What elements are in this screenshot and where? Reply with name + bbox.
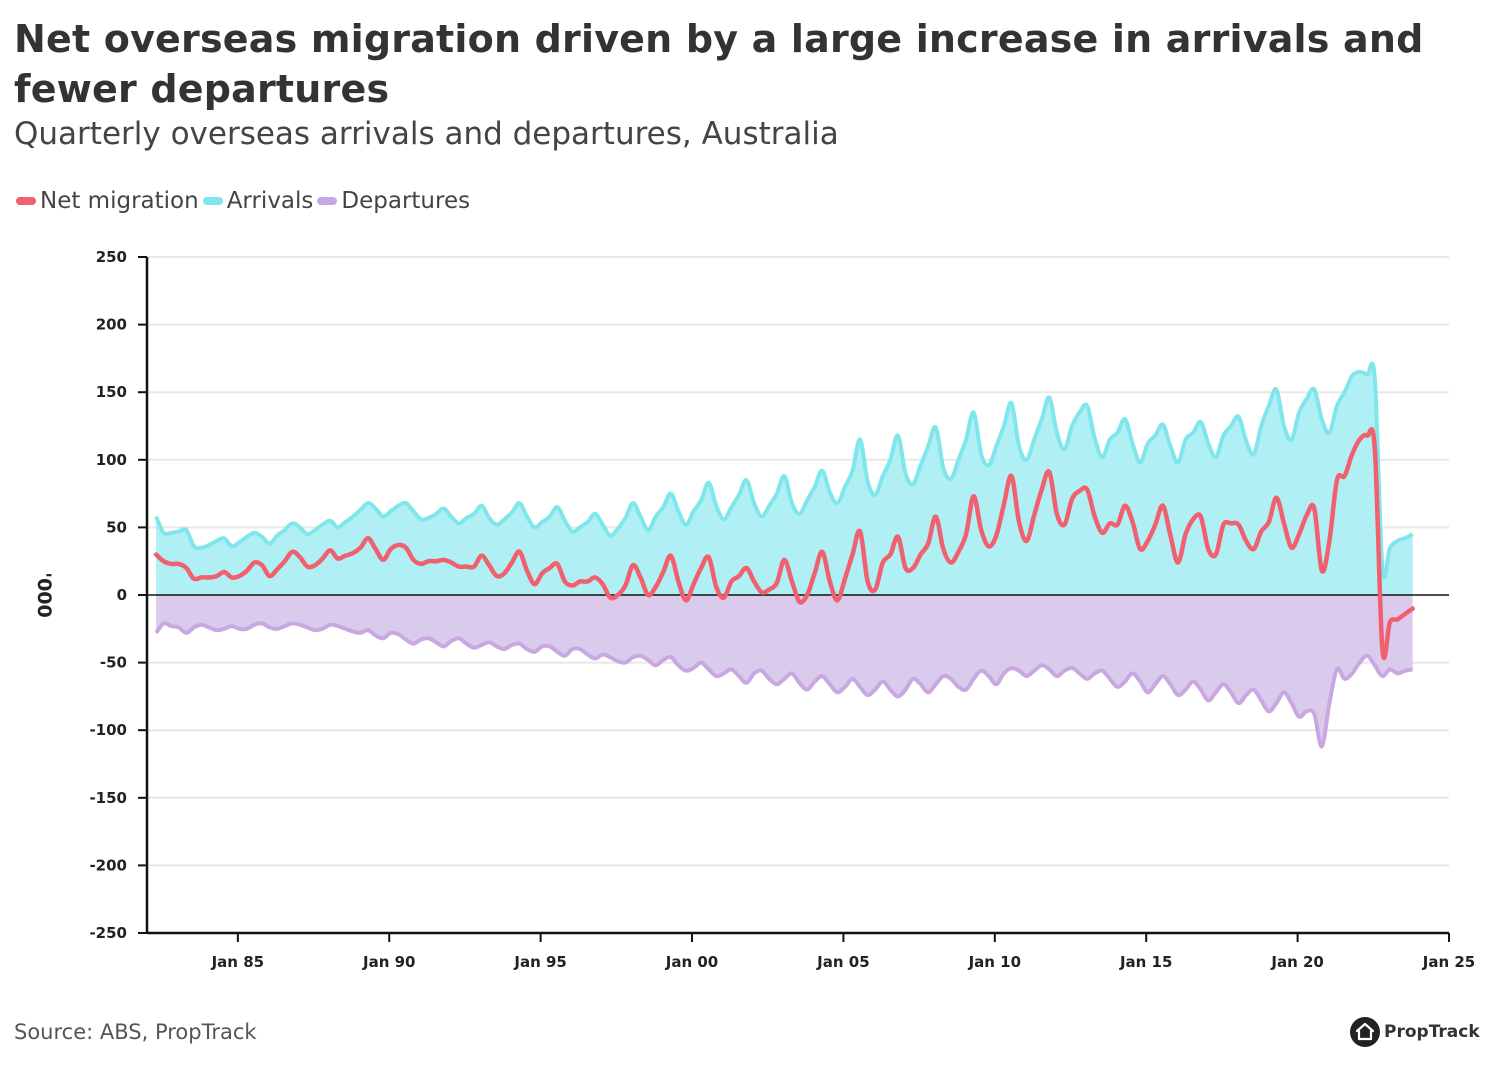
y-tick-label: -100: [89, 721, 127, 739]
legend-item-arrivals[interactable]: Arrivals: [202, 188, 314, 214]
house-icon: [1350, 1017, 1380, 1047]
x-tick-label: Jan 90: [362, 953, 415, 971]
y-tick-label: 250: [96, 248, 127, 266]
legend-label: Departures: [341, 188, 471, 214]
x-tick-label: Jan 20: [1270, 953, 1323, 971]
legend-item-net-migration[interactable]: Net migration: [16, 188, 199, 214]
y-tick-label: 100: [96, 451, 127, 469]
legend-label: Net migration: [40, 188, 199, 214]
y-tick-label: 200: [96, 316, 127, 334]
y-axis-label: '000: [33, 572, 55, 617]
x-tick-label: Jan 85: [211, 953, 264, 971]
y-tick-label: -250: [89, 924, 127, 942]
x-tick-label: Jan 05: [816, 953, 869, 971]
legend-swatch-departures: [317, 197, 338, 205]
chart-plot: 250 200 150 100 50 0 -50 -100 -150 -200 -250 Jan 85…: [33, 248, 1475, 971]
y-tick-label: 50: [106, 518, 127, 536]
x-tick-label: Jan 10: [968, 953, 1021, 971]
legend-swatch-arrivals: [202, 197, 223, 205]
legend-swatch-net: [16, 197, 36, 205]
departures-line: [154, 621, 1414, 749]
legend-label: Arrivals: [226, 188, 314, 214]
x-tick-label: Jan 95: [513, 953, 566, 971]
y-tick-label: -50: [100, 654, 127, 672]
proptrack-logo[interactable]: PropTrack: [1350, 1017, 1480, 1047]
chart-title: Net overseas migration driven by a large…: [14, 17, 1424, 111]
y-tick-label: -200: [89, 856, 127, 874]
legend-item-departures[interactable]: Departures: [317, 188, 470, 214]
departures-area: [156, 595, 1413, 747]
x-tick-label: Jan 15: [1119, 953, 1172, 971]
brand-name: PropTrack: [1384, 1022, 1480, 1042]
y-tick-label: 150: [96, 383, 127, 401]
net-migration-line: [153, 427, 1415, 661]
legend: Net migration Arrivals Departures: [16, 188, 474, 214]
axes: 250 200 150 100 50 0 -50 -100 -150 -200 -250 Jan 85…: [89, 248, 1475, 971]
source-note: Source: ABS, PropTrack: [14, 1020, 257, 1044]
y-tick-label: 0: [117, 586, 127, 604]
arrivals-line: [154, 361, 1414, 580]
chart-subtitle: Quarterly overseas arrivals and departur…: [14, 116, 839, 152]
y-tick-label: -150: [89, 789, 127, 807]
x-tick-label: Jan 00: [665, 953, 718, 971]
x-tick-label: Jan 25: [1422, 953, 1475, 971]
